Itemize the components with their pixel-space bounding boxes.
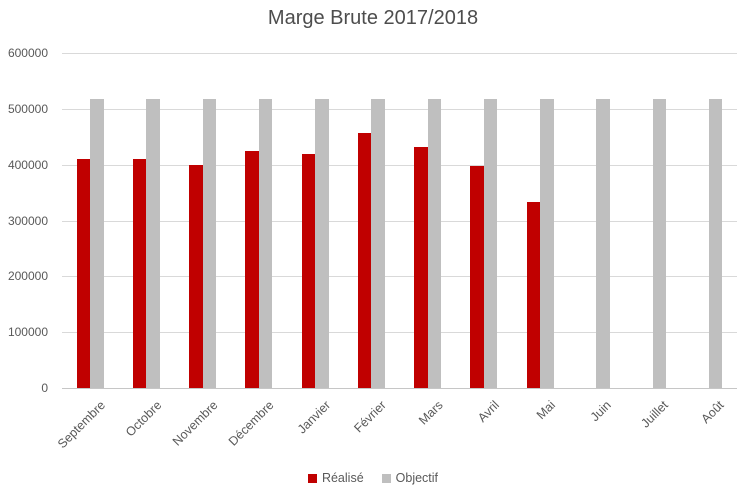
x-axis-tick-label: Août [698,398,727,427]
gridline [62,108,737,110]
y-axis-tick-label: 0 [41,381,48,395]
bar-objectif [540,99,554,388]
bar-realise [526,202,541,388]
x-axis-tick-label: Juillet [638,398,671,431]
legend: Réalisé Objectif [0,471,746,485]
bar-objectif [371,99,385,388]
bar-objectif [202,99,217,388]
legend-label-objectif: Objectif [395,471,439,485]
x-axis-tick-label: Juin [588,398,615,425]
legend-marker-objectif [381,473,391,483]
gridline [62,164,737,166]
chart-title: Marge Brute 2017/2018 [267,7,479,29]
bar-realise [357,132,372,388]
bar-realise [189,164,203,388]
bar-realise [414,147,428,388]
gridline [62,276,737,278]
y-axis-tick-label: 400000 [7,157,48,172]
x-axis-tick-label: Septembre [54,398,109,452]
x-axis-tick-label: Octobre [122,398,165,440]
x-axis-tick-label: Février [351,398,390,436]
bar-objectif [146,99,160,388]
legend-label-realise: Réalisé [321,471,364,485]
x-axis-tick-label: Avril [474,398,502,425]
y-axis-tick-label: 100000 [7,325,48,340]
bar-realise [76,159,91,388]
legend-marker-realise [307,473,317,483]
bar-objectif [315,99,329,388]
x-axis-tick-label: Janvier [294,398,334,437]
x-axis-line [62,388,737,389]
bar-objectif [708,99,723,388]
legend-item-realise: Réalisé [307,471,364,485]
bar-objectif [652,99,667,388]
bar-objectif [258,99,273,388]
bar-objectif [427,99,442,388]
bar-realise [132,159,147,388]
gridline [62,53,737,54]
y-axis-tick-label: 500000 [7,101,48,116]
bar-objectif [483,99,498,388]
y-axis-tick-label: 600000 [7,46,48,60]
gridline [62,332,737,334]
y-axis-tick-label: 200000 [7,269,48,284]
legend-item-objectif: Objectif [381,471,439,485]
bar-realise [470,165,484,388]
x-axis-tick-label: Mars [415,398,446,428]
y-axis-tick-label: 300000 [7,213,48,228]
gridline [62,220,737,222]
bar-objectif [596,99,610,388]
bar-objectif [90,99,104,388]
x-axis-tick-label: Décembre [226,398,277,449]
x-axis-tick-label: Novembre [169,398,221,449]
x-axis-tick-label: Mai [533,398,559,423]
bar-realise [301,153,316,388]
bar-realise [245,150,259,388]
